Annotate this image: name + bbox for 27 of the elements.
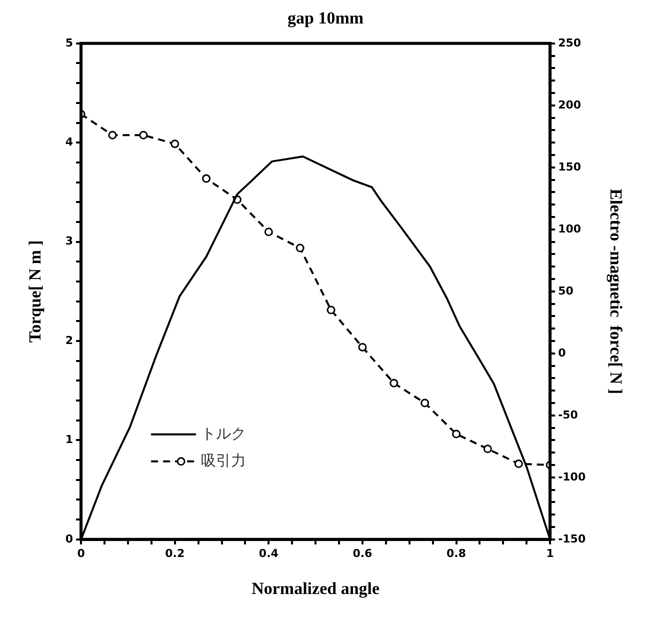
y-tick-label: 5	[65, 36, 74, 50]
y-axis-title: Torque[ N m ]	[26, 240, 45, 343]
legend-label: 吸引力	[201, 451, 246, 470]
y2-axis-title: Electro -magnetic force[ N ]	[606, 188, 626, 394]
x-tick-label: 0.8	[446, 546, 466, 560]
chart-title: gap 10mm	[287, 8, 364, 28]
x-tick-label: 0.6	[352, 546, 373, 560]
y2-tick-label: -50	[558, 408, 578, 422]
y2-tick-label: 250	[558, 36, 582, 50]
y-tick-label: 2	[65, 334, 74, 347]
x-tick-label: 0	[77, 546, 86, 560]
y2-tick-label: 0	[558, 346, 566, 360]
x-axis-title: Normalized angle	[252, 579, 380, 598]
y2-tick-label: 50	[558, 284, 574, 298]
legend-label: トルク	[201, 424, 246, 442]
x-tick-label: 1	[546, 546, 554, 560]
y2-tick-label: -100	[558, 470, 586, 484]
y-tick-label: 3	[65, 234, 74, 248]
y2-tick-label: 100	[558, 222, 582, 236]
y2-tick-label: -150	[558, 532, 586, 546]
x-tick-label: 0.4	[258, 546, 279, 560]
y2-tick-label: 150	[558, 160, 582, 174]
x-tick-label: 0.2	[165, 546, 185, 560]
y-tick-label: 4	[65, 135, 74, 148]
y2-tick-label: 200	[558, 98, 582, 112]
y-tick-label: 0	[65, 532, 74, 546]
y-tick-label: 1	[65, 433, 74, 446]
